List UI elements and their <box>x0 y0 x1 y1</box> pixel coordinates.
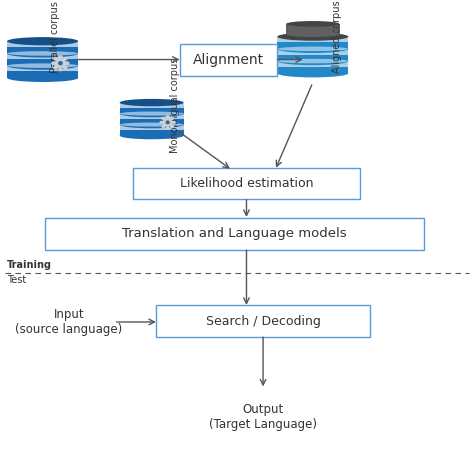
Ellipse shape <box>7 49 78 58</box>
Bar <box>286 24 339 34</box>
Ellipse shape <box>58 61 63 65</box>
Ellipse shape <box>119 110 184 117</box>
Bar <box>7 54 78 59</box>
Bar <box>119 125 184 136</box>
Ellipse shape <box>7 74 78 82</box>
Text: Parallel corpus: Parallel corpus <box>49 1 60 72</box>
FancyBboxPatch shape <box>180 44 277 76</box>
Bar <box>277 38 348 43</box>
Ellipse shape <box>53 66 58 70</box>
Ellipse shape <box>119 99 184 106</box>
Ellipse shape <box>51 61 56 65</box>
Ellipse shape <box>7 51 78 56</box>
Ellipse shape <box>286 21 339 27</box>
Ellipse shape <box>277 69 348 77</box>
Ellipse shape <box>119 112 184 115</box>
Text: Translation and Language models: Translation and Language models <box>122 227 347 240</box>
Ellipse shape <box>7 63 78 68</box>
FancyBboxPatch shape <box>45 218 424 250</box>
Ellipse shape <box>53 57 58 60</box>
Bar <box>119 104 184 108</box>
Bar <box>7 65 78 78</box>
Bar <box>7 54 78 65</box>
Ellipse shape <box>165 126 170 130</box>
FancyBboxPatch shape <box>133 168 360 199</box>
Ellipse shape <box>55 58 66 68</box>
Ellipse shape <box>58 68 63 71</box>
Bar <box>277 62 348 67</box>
Bar <box>119 103 184 114</box>
Ellipse shape <box>277 45 348 53</box>
Text: Training: Training <box>7 260 52 270</box>
Text: Alignment: Alignment <box>193 53 264 66</box>
Ellipse shape <box>170 125 174 128</box>
Text: Aligned corpus: Aligned corpus <box>331 0 342 73</box>
Ellipse shape <box>161 117 165 120</box>
FancyBboxPatch shape <box>156 305 370 337</box>
Ellipse shape <box>119 123 184 126</box>
Text: Search / Decoding: Search / Decoding <box>206 315 320 327</box>
Text: Test: Test <box>7 275 27 285</box>
Ellipse shape <box>159 121 164 124</box>
Ellipse shape <box>286 31 339 37</box>
Bar <box>277 49 348 55</box>
Ellipse shape <box>7 37 78 45</box>
Ellipse shape <box>165 115 170 118</box>
Text: Output
(Target Language): Output (Target Language) <box>209 403 317 431</box>
Bar <box>277 61 348 73</box>
Ellipse shape <box>277 57 348 65</box>
Ellipse shape <box>63 66 68 70</box>
Ellipse shape <box>170 117 174 120</box>
Ellipse shape <box>58 55 63 59</box>
Ellipse shape <box>161 125 165 128</box>
Ellipse shape <box>277 59 348 63</box>
Bar <box>7 66 78 71</box>
Ellipse shape <box>165 120 170 125</box>
Bar <box>277 37 348 49</box>
Bar <box>7 42 78 47</box>
Ellipse shape <box>63 57 68 60</box>
Bar <box>7 41 78 54</box>
Ellipse shape <box>277 47 348 51</box>
Ellipse shape <box>163 118 173 127</box>
Bar <box>119 114 184 125</box>
Ellipse shape <box>277 33 348 41</box>
Ellipse shape <box>172 121 176 124</box>
Text: Input
(source language): Input (source language) <box>15 308 122 336</box>
Text: Monolingual corpus: Monolingual corpus <box>170 58 181 153</box>
Ellipse shape <box>119 132 184 139</box>
Ellipse shape <box>7 61 78 70</box>
Bar <box>119 125 184 130</box>
Ellipse shape <box>119 121 184 128</box>
Ellipse shape <box>65 61 70 65</box>
Text: Likelihood estimation: Likelihood estimation <box>180 177 313 190</box>
Bar <box>119 114 184 119</box>
Bar <box>277 49 348 61</box>
